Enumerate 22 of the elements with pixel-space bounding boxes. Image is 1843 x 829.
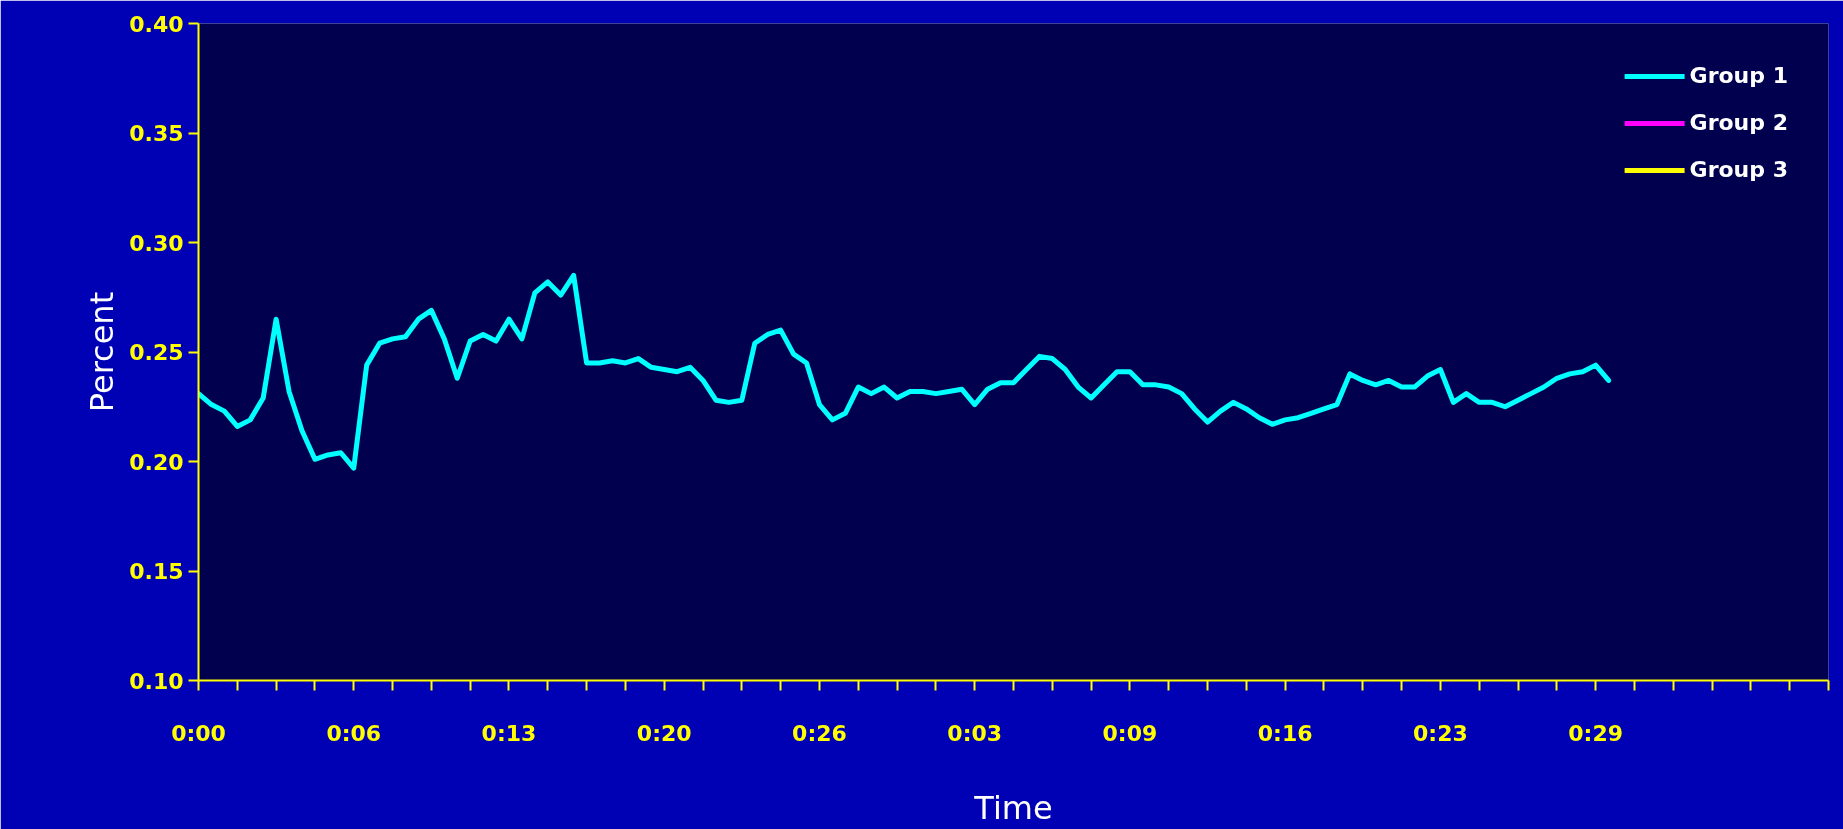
x-tick-label: 0:26 xyxy=(792,720,847,746)
y-tick-label: 0.40 xyxy=(129,11,184,37)
y-tick-label: 0.35 xyxy=(129,121,184,146)
legend-label: Group 1 xyxy=(1689,63,1788,88)
x-tick-label: 0:03 xyxy=(947,720,1003,746)
y-tick-label: 0.10 xyxy=(129,668,184,694)
y-tick-label: 0.15 xyxy=(129,559,184,584)
x-tick-label: 0:23 xyxy=(1413,720,1468,746)
x-tick-label: 0:00 xyxy=(171,720,226,746)
x-tick-label: 0:06 xyxy=(326,720,382,746)
legend-label: Group 2 xyxy=(1689,110,1788,135)
y-tick-label: 0.20 xyxy=(129,449,184,475)
x-axis-title: Time xyxy=(973,788,1053,827)
x-tick-label: 0:09 xyxy=(1102,720,1158,746)
legend-label: Group 3 xyxy=(1689,157,1788,182)
x-tick-label: 0:16 xyxy=(1257,720,1313,746)
y-tick-label: 0.30 xyxy=(129,230,184,256)
x-tick-label: 0:20 xyxy=(636,720,692,746)
y-tick-label: 0.25 xyxy=(129,340,184,365)
x-tick-label: 0:29 xyxy=(1568,720,1624,746)
y-axis-title: Percent xyxy=(83,291,122,413)
x-tick-label: 0:13 xyxy=(481,720,537,746)
